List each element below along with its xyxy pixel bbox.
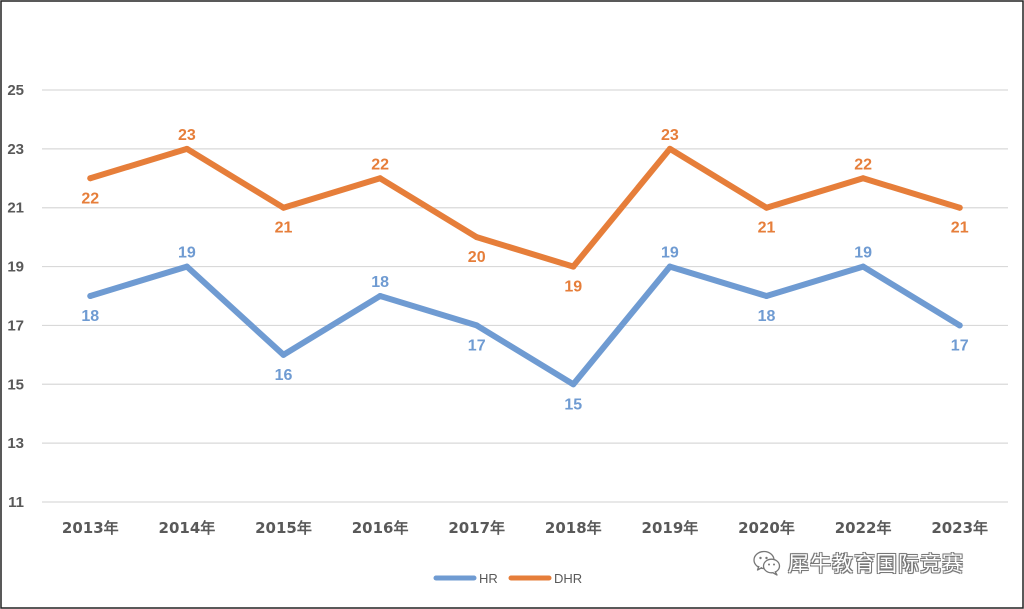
data-point (473, 322, 480, 329)
data-point (570, 381, 577, 388)
x-tick-label: 2013年 (62, 519, 119, 537)
data-point (763, 293, 770, 299)
data-label: 21 (275, 220, 293, 237)
data-label: 17 (468, 337, 486, 354)
data-label: 18 (758, 308, 776, 325)
x-axis-ticks: 2013年 2014年 2015年 2016年 2017年 2018年 2019年 2020年… (62, 519, 988, 537)
data-point (280, 351, 287, 358)
data-point (666, 145, 673, 152)
x-tick-label: 2019年 (642, 519, 699, 537)
data-point (860, 175, 867, 182)
gridlines (42, 89, 1008, 503)
data-point (87, 293, 94, 299)
data-label: 22 (81, 190, 99, 207)
x-tick-label: 2020年 (738, 519, 795, 537)
watermark: 犀牛教育国际竞赛 (752, 548, 964, 578)
x-tick-label: 2016年 (352, 519, 409, 537)
data-point (570, 263, 577, 270)
legend-label-hr: HR (479, 571, 498, 586)
wechat-icon (753, 550, 781, 576)
x-tick-label: 2022年 (835, 519, 892, 537)
data-labels: 18 19 16 18 17 15 19 18 19 17 22 23 21 22 20 19 23 21 22 21 (81, 127, 968, 413)
data-label: 21 (758, 220, 776, 237)
y-tick-label: 25 (7, 82, 24, 99)
data-label: 21 (951, 220, 969, 237)
data-point (377, 293, 384, 299)
data-point (183, 263, 190, 270)
data-point (763, 204, 770, 211)
data-label: 23 (178, 127, 196, 144)
y-tick-label: 17 (7, 317, 24, 334)
data-point (183, 145, 190, 152)
x-tick-label: 2017年 (448, 519, 505, 537)
series-lines (87, 145, 963, 388)
data-point (666, 263, 673, 270)
data-label: 22 (371, 156, 389, 173)
data-label: 23 (661, 127, 679, 144)
y-tick-label: 19 (7, 259, 24, 276)
data-point (280, 204, 287, 211)
data-label: 17 (951, 337, 969, 354)
x-tick-label: 2015年 (255, 519, 312, 537)
data-point (956, 322, 963, 329)
y-tick-label: 23 (7, 141, 24, 158)
data-label: 18 (371, 274, 389, 291)
y-tick-label: 11 (8, 494, 24, 511)
data-point (860, 263, 867, 270)
data-label: 15 (564, 396, 582, 413)
y-tick-label: 21 (7, 200, 24, 217)
y-axis-ticks: 11 13 15 17 19 21 23 25 (7, 82, 24, 511)
data-point (956, 204, 963, 211)
watermark-text: 犀牛教育国际竞赛 (788, 552, 964, 576)
data-label: 20 (468, 249, 486, 266)
y-tick-label: 13 (7, 435, 24, 452)
data-label: 19 (564, 279, 582, 296)
data-label: 22 (854, 156, 872, 173)
x-tick-label: 2018年 (545, 519, 602, 537)
data-label: 19 (854, 245, 872, 262)
data-point (87, 175, 94, 182)
legend-label-dhr: DHR (554, 571, 582, 586)
x-tick-label: 2023年 (931, 519, 988, 537)
series-line-dhr (87, 145, 963, 270)
data-label: 18 (81, 308, 99, 325)
series-line-hr (87, 263, 963, 388)
y-tick-label: 15 (7, 376, 24, 393)
data-label: 19 (178, 245, 196, 262)
legend: HR DHR (433, 571, 582, 586)
data-point (377, 175, 384, 182)
x-tick-label: 2014年 (159, 519, 216, 537)
data-label: 16 (275, 367, 293, 384)
data-point (473, 234, 480, 241)
data-label: 19 (661, 245, 679, 262)
